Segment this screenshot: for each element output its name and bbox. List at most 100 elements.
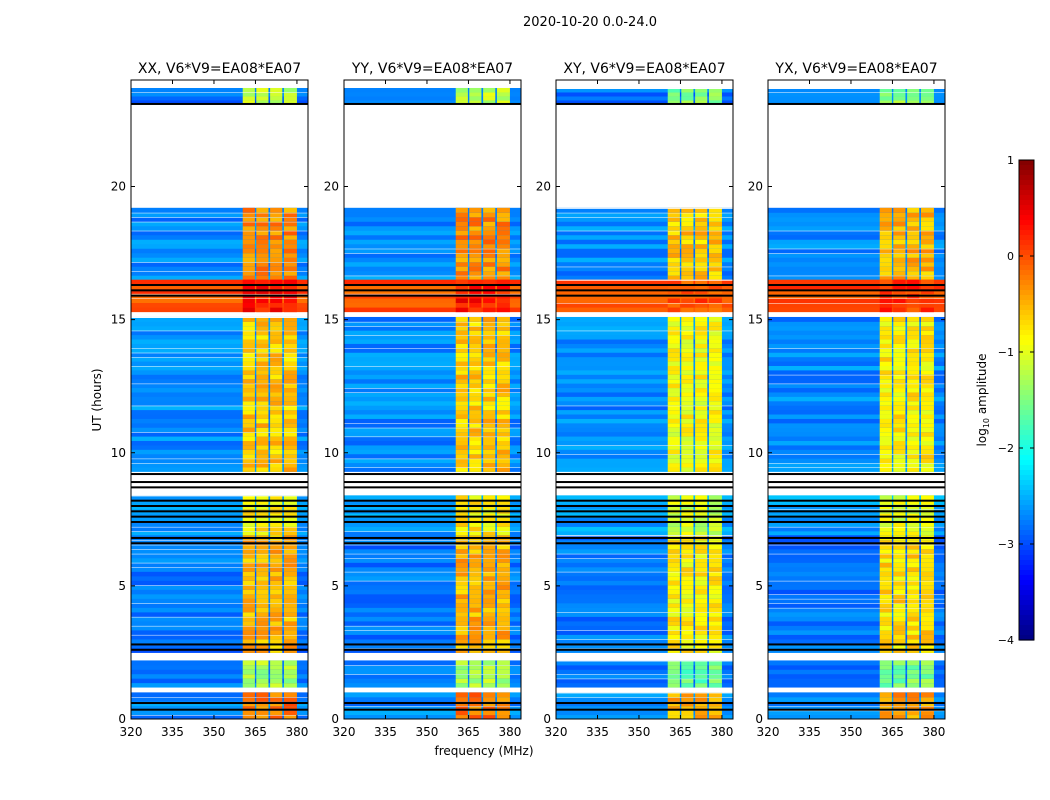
heatmap-cell-background	[768, 669, 945, 675]
heatmap-cell-background	[344, 678, 521, 684]
heatmap-cell-band	[270, 288, 283, 294]
flagged-gap	[344, 466, 521, 468]
heatmap-cell-band	[455, 275, 468, 281]
colorbar-swatch	[1019, 395, 1034, 401]
heatmap-cell-band	[270, 239, 283, 245]
heatmap-cell-band	[920, 216, 934, 222]
heatmap-cell-band	[283, 602, 297, 608]
heatmap-cell-band	[242, 580, 255, 586]
heatmap-cell-band	[907, 270, 920, 276]
colorbar-swatch	[1019, 225, 1034, 231]
heatmap-cell-band	[455, 548, 468, 554]
heatmap-cell-background	[556, 275, 733, 281]
heatmap-cell-band	[496, 620, 510, 626]
heatmap-cell-band	[879, 710, 892, 716]
heatmap-cell-band	[893, 696, 906, 702]
heatmap-cell-band	[256, 598, 269, 604]
heatmap-cell-band	[681, 526, 694, 532]
heatmap-cell-band	[879, 221, 892, 227]
heatmap-cell-band	[893, 270, 906, 276]
heatmap-cell-band	[708, 91, 722, 97]
colorbar-swatch	[1019, 490, 1034, 496]
heatmap-cell-band	[469, 275, 482, 281]
heatmap-cell-band	[283, 343, 297, 349]
heatmap-cell-band	[496, 257, 510, 263]
heatmap-cell-band	[270, 221, 283, 227]
heatmap-cell-band	[256, 91, 269, 97]
heatmap-cell-band	[708, 212, 722, 218]
heatmap-cell-band	[455, 513, 468, 519]
heatmap-cell-band	[455, 544, 468, 550]
flagged-row	[344, 542, 521, 545]
heatmap-cell-band	[242, 673, 255, 679]
heatmap-cell-band	[695, 616, 708, 622]
heatmap-cell-band	[907, 230, 920, 236]
colorbar-swatch	[1019, 435, 1034, 441]
heatmap-cell-background	[344, 692, 521, 698]
heatmap-cell-background	[556, 297, 733, 304]
heatmap-cell-background	[131, 598, 308, 604]
heatmap-cell-band	[667, 343, 680, 349]
heatmap-cell-band	[695, 643, 708, 649]
heatmap-cell-band	[483, 553, 496, 559]
heatmap-cell-background	[556, 629, 733, 635]
heatmap-cell-band	[920, 696, 934, 702]
heatmap-cell-band	[907, 225, 920, 231]
heatmap-cell-band	[920, 521, 934, 527]
heatmap-cell-band	[879, 288, 892, 294]
heatmap-cell-band	[879, 705, 892, 711]
heatmap-cell-band	[695, 261, 708, 267]
heatmap-cell-band	[483, 288, 496, 294]
heatmap-cell-band	[695, 230, 708, 236]
heatmap-cell-band	[879, 466, 892, 472]
heatmap-cell-band	[496, 207, 510, 213]
heatmap-cell-band	[283, 307, 297, 313]
heatmap-cell-band	[270, 548, 283, 554]
heatmap-cell-band	[708, 458, 722, 464]
x-tick-label: 335	[161, 725, 184, 739]
heatmap-cell-band	[256, 405, 269, 411]
heatmap-cell-background	[768, 225, 945, 231]
heatmap-cell-band	[695, 562, 708, 568]
heatmap-cell-background	[131, 356, 308, 362]
heatmap-cell-band	[283, 374, 297, 380]
heatmap-cell-band	[879, 302, 892, 308]
heatmap-cell-band	[483, 270, 496, 276]
heatmap-cell-band	[469, 409, 482, 415]
heatmap-cell-band	[283, 266, 297, 272]
colorbar-swatch	[1019, 215, 1034, 221]
heatmap-cell-background	[344, 95, 521, 101]
heatmap-cell-band	[893, 436, 906, 442]
heatmap-cell-band	[483, 571, 496, 577]
heatmap-cell-band	[879, 669, 892, 675]
heatmap-cell-background	[768, 427, 945, 433]
y-tick-label: 15	[324, 313, 339, 327]
heatmap-cell-band	[283, 339, 297, 344]
heatmap-cell-band	[496, 710, 510, 716]
heatmap-cell-band	[256, 458, 269, 464]
heatmap-cell-background	[131, 365, 308, 371]
heatmap-cell-band	[483, 221, 496, 227]
heatmap-cell-background	[768, 243, 945, 249]
heatmap-cell-band	[667, 95, 680, 101]
heatmap-cell-band	[893, 212, 906, 218]
heatmap-cell-band	[708, 705, 722, 711]
heatmap-cell-band	[455, 387, 468, 393]
heatmap-cell-band	[920, 714, 934, 719]
heatmap-cell-background	[556, 95, 733, 101]
heatmap-cell-background	[344, 234, 521, 240]
colorbar-swatch	[1019, 370, 1034, 376]
heatmap-cell-band	[667, 216, 680, 222]
heatmap-cell-band	[667, 307, 680, 313]
heatmap-cell-band	[893, 593, 906, 599]
heatmap-cell-band	[242, 664, 255, 670]
heatmap-cell-band	[256, 553, 269, 559]
heatmap-cell-band	[242, 444, 255, 450]
heatmap-cell-band	[907, 453, 920, 459]
heatmap-cell-band	[681, 436, 694, 442]
heatmap-cell-band	[879, 566, 892, 572]
heatmap-cell-band	[667, 347, 680, 353]
heatmap-cell-band	[469, 361, 482, 366]
heatmap-cell-band	[496, 279, 510, 285]
colorbar-swatch	[1019, 180, 1034, 186]
